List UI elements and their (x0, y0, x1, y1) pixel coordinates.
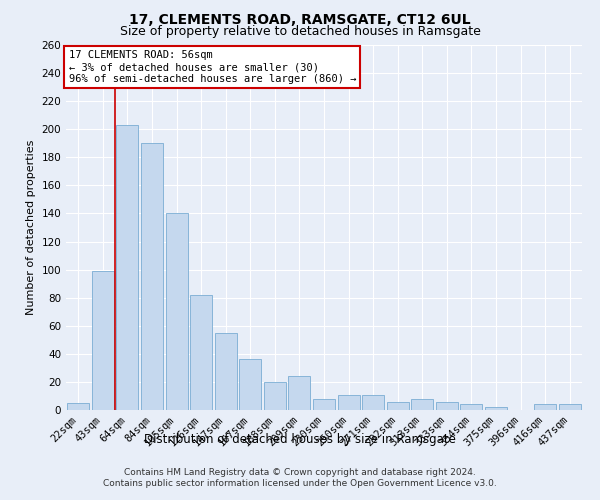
Text: 17, CLEMENTS ROAD, RAMSGATE, CT12 6UL: 17, CLEMENTS ROAD, RAMSGATE, CT12 6UL (129, 12, 471, 26)
Bar (215, 333, 237, 410)
Bar (485, 407, 507, 410)
Bar (264, 382, 286, 410)
Bar (460, 404, 482, 410)
Bar (289, 376, 310, 410)
Bar (116, 125, 139, 410)
Bar (67, 403, 89, 410)
Bar (534, 404, 556, 410)
Bar (166, 214, 188, 410)
Y-axis label: Number of detached properties: Number of detached properties (26, 140, 36, 315)
Text: Size of property relative to detached houses in Ramsgate: Size of property relative to detached ho… (119, 25, 481, 38)
Bar (141, 144, 163, 410)
Bar (313, 399, 335, 410)
Bar (386, 402, 409, 410)
Bar (362, 394, 384, 410)
Bar (411, 399, 433, 410)
Text: Distribution of detached houses by size in Ramsgate: Distribution of detached houses by size … (144, 432, 456, 446)
Text: Contains HM Land Registry data © Crown copyright and database right 2024.
Contai: Contains HM Land Registry data © Crown c… (103, 468, 497, 487)
Bar (92, 271, 114, 410)
Bar (190, 295, 212, 410)
Bar (559, 404, 581, 410)
Text: 17 CLEMENTS ROAD: 56sqm
← 3% of detached houses are smaller (30)
96% of semi-det: 17 CLEMENTS ROAD: 56sqm ← 3% of detached… (68, 50, 356, 84)
Bar (338, 394, 359, 410)
Bar (436, 402, 458, 410)
Bar (239, 360, 262, 410)
